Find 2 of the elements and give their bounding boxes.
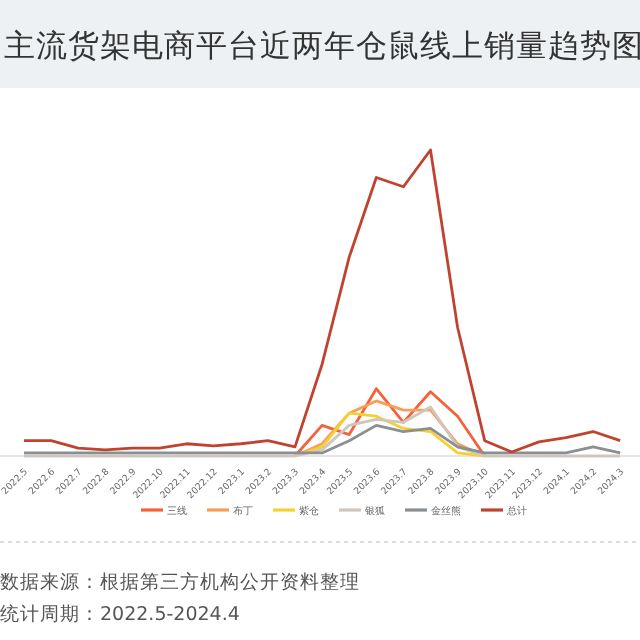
text: 统计周期：2022.5-2024.4 (0, 602, 240, 626)
source-note: 数据来源：根据第三方机构公开资料整理 (0, 570, 360, 594)
